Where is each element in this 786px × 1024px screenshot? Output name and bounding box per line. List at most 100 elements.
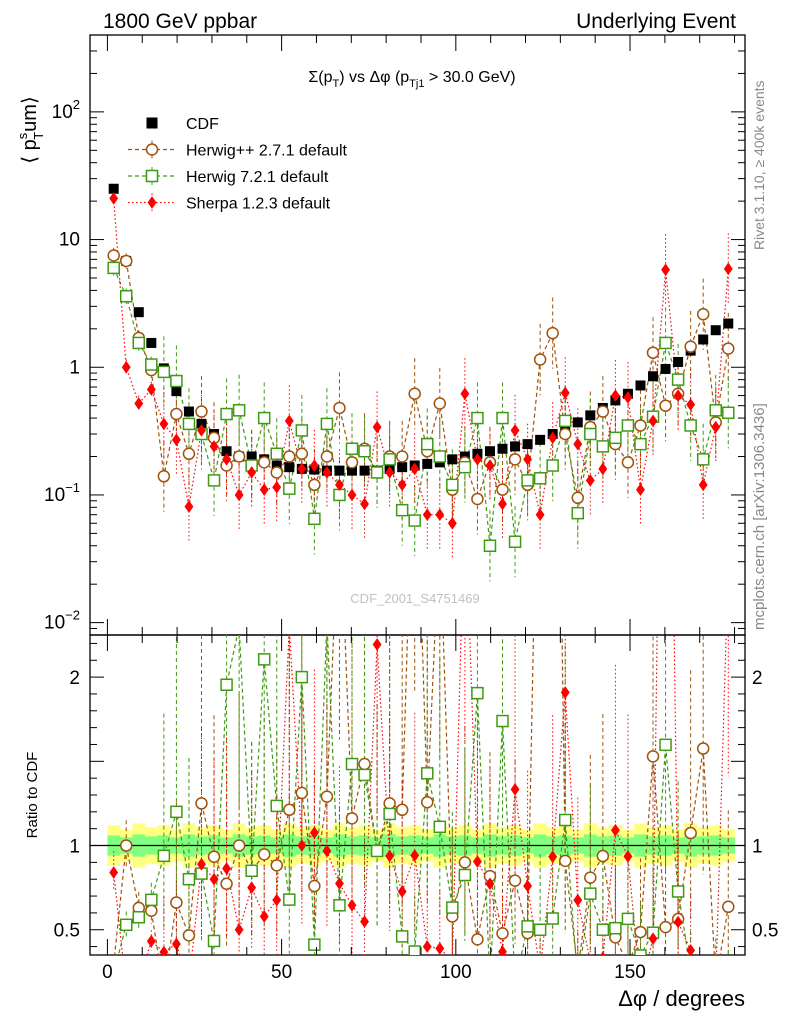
ratio-point-herwigpp: [283, 803, 296, 817]
ratio-point-herwig7: [433, 820, 447, 834]
legend-marker-cdf: [146, 117, 158, 129]
ratio-point-herwig7: [295, 670, 309, 684]
ratio-point-herwig7: [609, 921, 622, 935]
legend: CDF Herwig++ 2.7.1 default Herwig 7.2.1 de…: [128, 116, 348, 213]
point-herwigpp: [395, 450, 409, 463]
y-axis-label-main: ⟨ psTum⟩: [15, 96, 46, 164]
point-sherpa: [447, 516, 457, 530]
point-herwigpp: [571, 491, 585, 505]
ratio-point-sherpa: [347, 898, 357, 912]
legend-label-herwigpp: Herwig++ 2.7.1 default: [186, 143, 348, 160]
point-herwigpp: [320, 450, 334, 463]
ratio-point-herwigpp: [535, 291, 546, 302]
ratio-point-herwigpp: [207, 850, 221, 864]
ratio-point-herwig7: [408, 945, 421, 955]
y-tick-label-main: 102: [52, 97, 80, 123]
ratio-point-herwig7: [446, 901, 459, 914]
point-herwigpp: [471, 492, 484, 506]
ratio-point-herwigpp: [508, 874, 522, 887]
point-herwig7: [584, 427, 597, 441]
ratio-point-sherpa: [360, 915, 369, 928]
ratio-point-sherpa: [372, 638, 382, 651]
point-herwig7: [684, 419, 697, 432]
point-herwigpp: [433, 397, 447, 410]
ratio-point-herwig7: [370, 844, 384, 858]
point-herwig7: [696, 453, 710, 466]
y-tick-label-main: 10−1: [44, 480, 80, 506]
y-axis-label-ratio: Ratio to CDF: [24, 752, 41, 839]
ratio-point-herwig7: [458, 868, 472, 882]
ratio-point-sherpa: [623, 850, 633, 863]
point-herwig7: [609, 431, 622, 445]
point-herwig7: [446, 478, 459, 492]
point-herwig7: [395, 503, 409, 517]
point-herwig7: [320, 417, 334, 431]
point-sherpa: [648, 414, 658, 428]
ratio-point-herwig7: [207, 934, 221, 948]
point-herwig7: [496, 411, 509, 425]
ratio-point-herwigpp: [646, 750, 660, 763]
ratio-point-herwig7: [659, 738, 672, 752]
ratio-point-herwig7: [132, 911, 146, 924]
ratio-point-sherpa: [335, 877, 344, 890]
x-tick-label: 100: [440, 962, 472, 983]
point-sherpa: [498, 497, 507, 511]
point-herwigpp: [333, 401, 346, 415]
point-cdf: [108, 183, 119, 194]
ratio-point-herwig7: [157, 849, 171, 863]
point-herwig7: [433, 450, 447, 463]
point-herwigpp: [195, 405, 208, 418]
point-herwig7: [483, 539, 497, 553]
ratio-point-sherpa: [648, 932, 658, 945]
ratio-point-herwigpp: [182, 929, 196, 942]
y-tick-label-ratio-right: 1: [752, 837, 763, 858]
point-cdf: [510, 441, 521, 452]
point-sherpa: [610, 389, 620, 402]
point-herwig7: [521, 474, 534, 487]
point-herwig7: [421, 437, 434, 451]
point-herwig7: [308, 512, 321, 526]
ratio-point-sherpa: [422, 940, 432, 953]
point-herwig7: [207, 474, 221, 487]
point-sherpa: [548, 431, 558, 445]
point-herwig7: [671, 373, 685, 386]
x-axis-label: Δφ / degrees: [618, 986, 745, 1011]
point-herwigpp: [684, 340, 697, 353]
point-herwig7: [270, 447, 283, 461]
point-herwig7: [170, 374, 183, 388]
point-herwig7: [157, 365, 171, 379]
point-cdf: [171, 386, 182, 397]
point-cdf: [497, 443, 508, 454]
point-cdf: [271, 460, 282, 471]
chart-watermark: CDF_2001_S4751469: [350, 591, 479, 606]
point-herwig7: [508, 535, 522, 548]
ratio-point-herwig7: [685, 965, 696, 976]
ratio-point-herwig7: [471, 686, 484, 700]
ratio-point-herwig7: [257, 653, 271, 666]
x-tick-label: 0: [102, 962, 113, 983]
point-sherpa: [485, 459, 495, 472]
point-sherpa: [297, 462, 307, 476]
ratio-point-herwigpp: [496, 927, 509, 940]
ratio-point-sherpa: [510, 783, 520, 796]
point-sherpa: [309, 459, 319, 472]
point-sherpa: [472, 453, 482, 466]
ratio-point-herwigpp: [584, 871, 597, 884]
point-cdf: [221, 446, 232, 457]
ratio-point-herwig7: [496, 714, 509, 728]
ratio-point-herwigpp: [270, 859, 283, 872]
ratio-point-herwig7: [245, 864, 258, 878]
point-herwig7: [634, 437, 647, 451]
ratio-point-sherpa: [610, 823, 620, 837]
ratio-point-herwigpp: [308, 879, 321, 893]
point-herwigpp: [270, 466, 283, 479]
y-tick-label-ratio-right: 2: [752, 668, 763, 689]
ratio-point-sherpa: [171, 937, 181, 951]
point-sherpa: [234, 488, 244, 502]
ratio-point-sherpa: [397, 885, 407, 898]
point-sherpa: [372, 420, 382, 434]
y-tick-label-ratio-left: 0.5: [54, 921, 80, 942]
ratio-point-herwig7: [345, 757, 359, 771]
legend-marker-herwig7: [145, 169, 159, 183]
